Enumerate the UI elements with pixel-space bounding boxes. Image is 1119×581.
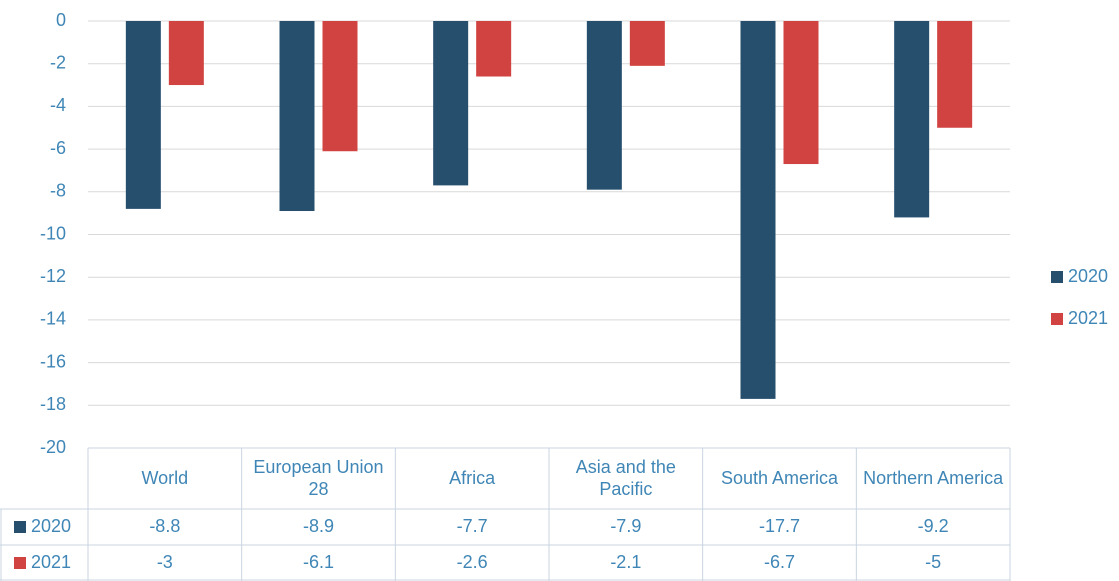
- x-tick-label: Africa: [449, 467, 496, 488]
- y-tick-label: -20: [40, 437, 66, 457]
- category-cell: South America: [720, 467, 839, 488]
- table-series-name: 2020: [31, 516, 71, 536]
- x-tick-label: South America: [720, 467, 839, 488]
- bar: [476, 21, 512, 77]
- bar: [783, 21, 819, 165]
- x-tick-label: Northern America: [863, 467, 1004, 488]
- legend-label: 2021: [1068, 308, 1108, 328]
- table-value: -8.9: [303, 516, 334, 536]
- legend-label: 2020: [1068, 266, 1108, 286]
- y-tick-label: -14: [40, 309, 66, 329]
- bar: [322, 21, 358, 152]
- bar: [629, 21, 665, 66]
- table-value: -6.7: [764, 552, 795, 572]
- table-value: -7.9: [610, 516, 641, 536]
- x-tick-label: World: [141, 467, 189, 488]
- legend-key: [1051, 271, 1063, 283]
- table-value: -2.6: [457, 552, 488, 572]
- table-value: -5: [925, 552, 941, 572]
- table-series-name: 2021: [31, 552, 71, 572]
- table-value: -8.8: [149, 516, 180, 536]
- table-legend-key: [14, 521, 26, 533]
- bar: [279, 21, 315, 212]
- category-cell: Asia and the Pacific: [575, 456, 676, 499]
- y-tick-label: -16: [40, 351, 66, 371]
- y-tick-label: -2: [50, 52, 66, 72]
- category-cell: Africa: [449, 467, 496, 488]
- y-tick-label: -10: [40, 223, 66, 243]
- bar: [894, 21, 930, 218]
- bar: [586, 21, 622, 190]
- y-tick-label: -6: [50, 138, 66, 158]
- y-tick-label: -8: [50, 181, 66, 201]
- table-value: -7.7: [457, 516, 488, 536]
- table-value: -17.7: [759, 516, 800, 536]
- bar: [125, 21, 161, 209]
- table-legend-key: [14, 557, 26, 569]
- category-cell: World: [141, 467, 189, 488]
- x-tick-label: Asia and the Pacific: [575, 456, 676, 499]
- y-tick-label: -12: [40, 266, 66, 286]
- y-tick-label: -4: [50, 95, 66, 115]
- x-tick-label: European Union 28: [253, 456, 384, 499]
- legend-key: [1051, 313, 1063, 325]
- table-value: -3: [157, 552, 173, 572]
- table-value: -9.2: [918, 516, 949, 536]
- table-value: -6.1: [303, 552, 334, 572]
- category-cell: Northern America: [863, 467, 1004, 488]
- y-tick-label: -18: [40, 394, 66, 414]
- bar: [168, 21, 204, 86]
- y-tick-label: 0: [56, 10, 66, 30]
- bar: [740, 21, 776, 399]
- category-cell: European Union 28: [253, 456, 384, 499]
- bar: [433, 21, 469, 186]
- bar: [937, 21, 973, 128]
- table-value: -2.1: [610, 552, 641, 572]
